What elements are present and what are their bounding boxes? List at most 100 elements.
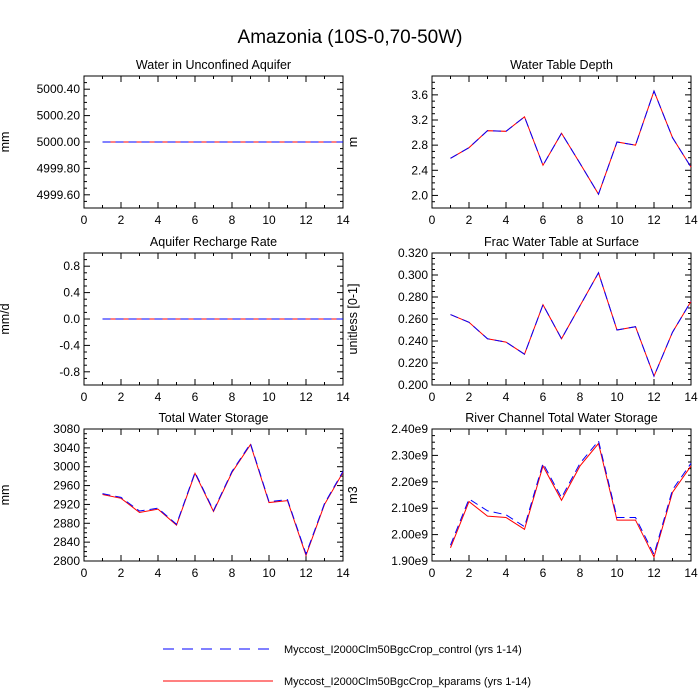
y-tick-label: 4999.80 xyxy=(37,161,81,175)
x-tick-label: 0 xyxy=(81,566,88,580)
x-tick-label: 4 xyxy=(503,213,510,227)
y-tick-label: 1.90e9 xyxy=(391,554,428,568)
y-tick-label: 0.8 xyxy=(63,259,80,273)
y-axis-label: mm xyxy=(0,132,12,153)
panel-recharge-rate: Aquifer Recharge Rate mm/d 0 2 4 6 8 10 12 14 -0.8… xyxy=(0,235,350,404)
y-tick-label: 4999.60 xyxy=(37,188,81,202)
x-tick-label: 14 xyxy=(684,390,698,404)
x-tick-label: 12 xyxy=(299,213,313,227)
y-tick-label: 2920 xyxy=(53,497,80,511)
series-line-control xyxy=(450,439,692,556)
series-line-kparams xyxy=(450,442,692,559)
series-line-kparams xyxy=(450,271,692,378)
x-tick-label: 4 xyxy=(503,390,510,404)
y-tick-label: 2.40e9 xyxy=(391,422,428,436)
x-tick-label: 2 xyxy=(118,390,125,404)
x-tick-label: 10 xyxy=(262,390,276,404)
panel-title: Water Table Depth xyxy=(510,58,613,72)
x-tick-label: 12 xyxy=(647,566,661,580)
x-tick-label: 6 xyxy=(192,566,199,580)
panel-total-water-storage: Total Water Storage mm 0 2 4 6 8 10 12 14 2800 2840… xyxy=(0,411,350,580)
figure-title: Amazonia (10S-0,70-50W) xyxy=(238,27,463,48)
y-tick-label: 2.4 xyxy=(411,163,428,177)
x-tick-label: 10 xyxy=(610,213,624,227)
plot-frame xyxy=(431,428,692,562)
x-tick-label: 10 xyxy=(262,213,276,227)
x-tick-label: 4 xyxy=(155,390,162,404)
x-tick-label: 2 xyxy=(118,566,125,580)
x-tick-label: 4 xyxy=(155,566,162,580)
y-tick-label: 5000.20 xyxy=(37,109,81,123)
y-tick-label: 0.280 xyxy=(398,290,428,304)
y-tick-label: 3040 xyxy=(53,441,80,455)
y-axis-label: mm xyxy=(0,485,12,506)
legend-label-kparams: Myccost_I2000Clm50BgcCrop_kparams (yrs 1… xyxy=(284,676,531,688)
panel-river-storage: River Channel Total Water Storage m3 0 2 4 6 8… xyxy=(346,411,698,580)
x-tick-label: 10 xyxy=(610,390,624,404)
panel-water-table-depth: Water Table Depth m 0 2 4 6 8 10 12 14 2.0 2.4 2.8 3.… xyxy=(346,58,698,227)
x-tick-label: 6 xyxy=(540,213,547,227)
y-tick-label: 0.4 xyxy=(63,286,80,300)
y-tick-label: 2880 xyxy=(53,516,80,530)
x-tick-label: 12 xyxy=(647,213,661,227)
plot-frame xyxy=(431,252,692,386)
x-tick-label: 2 xyxy=(466,390,473,404)
panel-title: Frac Water Table at Surface xyxy=(484,235,639,249)
x-tick-label: 6 xyxy=(192,213,199,227)
y-tick-label: 2.10e9 xyxy=(391,501,428,515)
y-tick-label: 3.2 xyxy=(411,113,428,127)
y-axis-label: m xyxy=(346,137,360,147)
x-tick-label: 2 xyxy=(118,213,125,227)
plot-frame xyxy=(83,428,344,562)
series-line-control xyxy=(102,442,344,556)
y-tick-label: -0.8 xyxy=(59,365,80,379)
x-tick-label: 14 xyxy=(336,566,350,580)
y-tick-label: 0.320 xyxy=(398,246,428,260)
x-tick-label: 8 xyxy=(577,213,584,227)
x-tick-label: 8 xyxy=(229,390,236,404)
x-tick-label: 14 xyxy=(684,213,698,227)
x-tick-label: 0 xyxy=(429,390,436,404)
panel-title: Aquifer Recharge Rate xyxy=(150,235,277,249)
y-tick-label: 2840 xyxy=(53,535,80,549)
series-line-kparams xyxy=(450,89,692,196)
y-tick-label: 3080 xyxy=(53,422,80,436)
x-tick-label: 10 xyxy=(262,566,276,580)
x-tick-label: 12 xyxy=(647,390,661,404)
series-line-control xyxy=(450,89,692,196)
legend-label-control: Myccost_I2000Clm50BgcCrop_control (yrs 1… xyxy=(284,644,522,656)
legend-entry-kparams: Myccost_I2000Clm50BgcCrop_kparams (yrs 1… xyxy=(163,676,531,688)
y-tick-label: 2.00e9 xyxy=(391,528,428,542)
x-tick-label: 8 xyxy=(229,566,236,580)
x-tick-label: 12 xyxy=(299,566,313,580)
y-tick-label: 5000.00 xyxy=(37,135,81,149)
y-tick-label: 3.6 xyxy=(411,88,428,102)
x-tick-label: 4 xyxy=(503,566,510,580)
legend-entry-control: Myccost_I2000Clm50BgcCrop_control (yrs 1… xyxy=(163,644,522,656)
panel-title: Water in Unconfined Aquifer xyxy=(136,58,291,72)
y-tick-label: 0.300 xyxy=(398,268,428,282)
x-tick-label: 8 xyxy=(577,566,584,580)
y-tick-label: 2.0 xyxy=(411,188,428,202)
x-tick-label: 6 xyxy=(540,566,547,580)
series-line-control xyxy=(450,271,692,378)
y-axis-label: unitless [0-1] xyxy=(346,284,360,355)
panel-title: Total Water Storage xyxy=(158,411,268,425)
x-tick-label: 8 xyxy=(229,213,236,227)
y-tick-label: 5000.40 xyxy=(37,82,81,96)
x-tick-label: 6 xyxy=(192,390,199,404)
y-tick-label: 0.260 xyxy=(398,312,428,326)
x-tick-label: 0 xyxy=(81,213,88,227)
x-tick-label: 0 xyxy=(429,213,436,227)
x-tick-label: 14 xyxy=(684,566,698,580)
panel-title: River Channel Total Water Storage xyxy=(465,411,658,425)
x-tick-label: 10 xyxy=(610,566,624,580)
y-tick-label: 0.220 xyxy=(398,356,428,370)
x-tick-label: 0 xyxy=(429,566,436,580)
x-tick-label: 14 xyxy=(336,213,350,227)
x-tick-label: 12 xyxy=(299,390,313,404)
y-tick-label: 2.20e9 xyxy=(391,475,428,489)
y-axis-label: m3 xyxy=(346,486,360,503)
y-axis-label: mm/d xyxy=(0,303,12,334)
